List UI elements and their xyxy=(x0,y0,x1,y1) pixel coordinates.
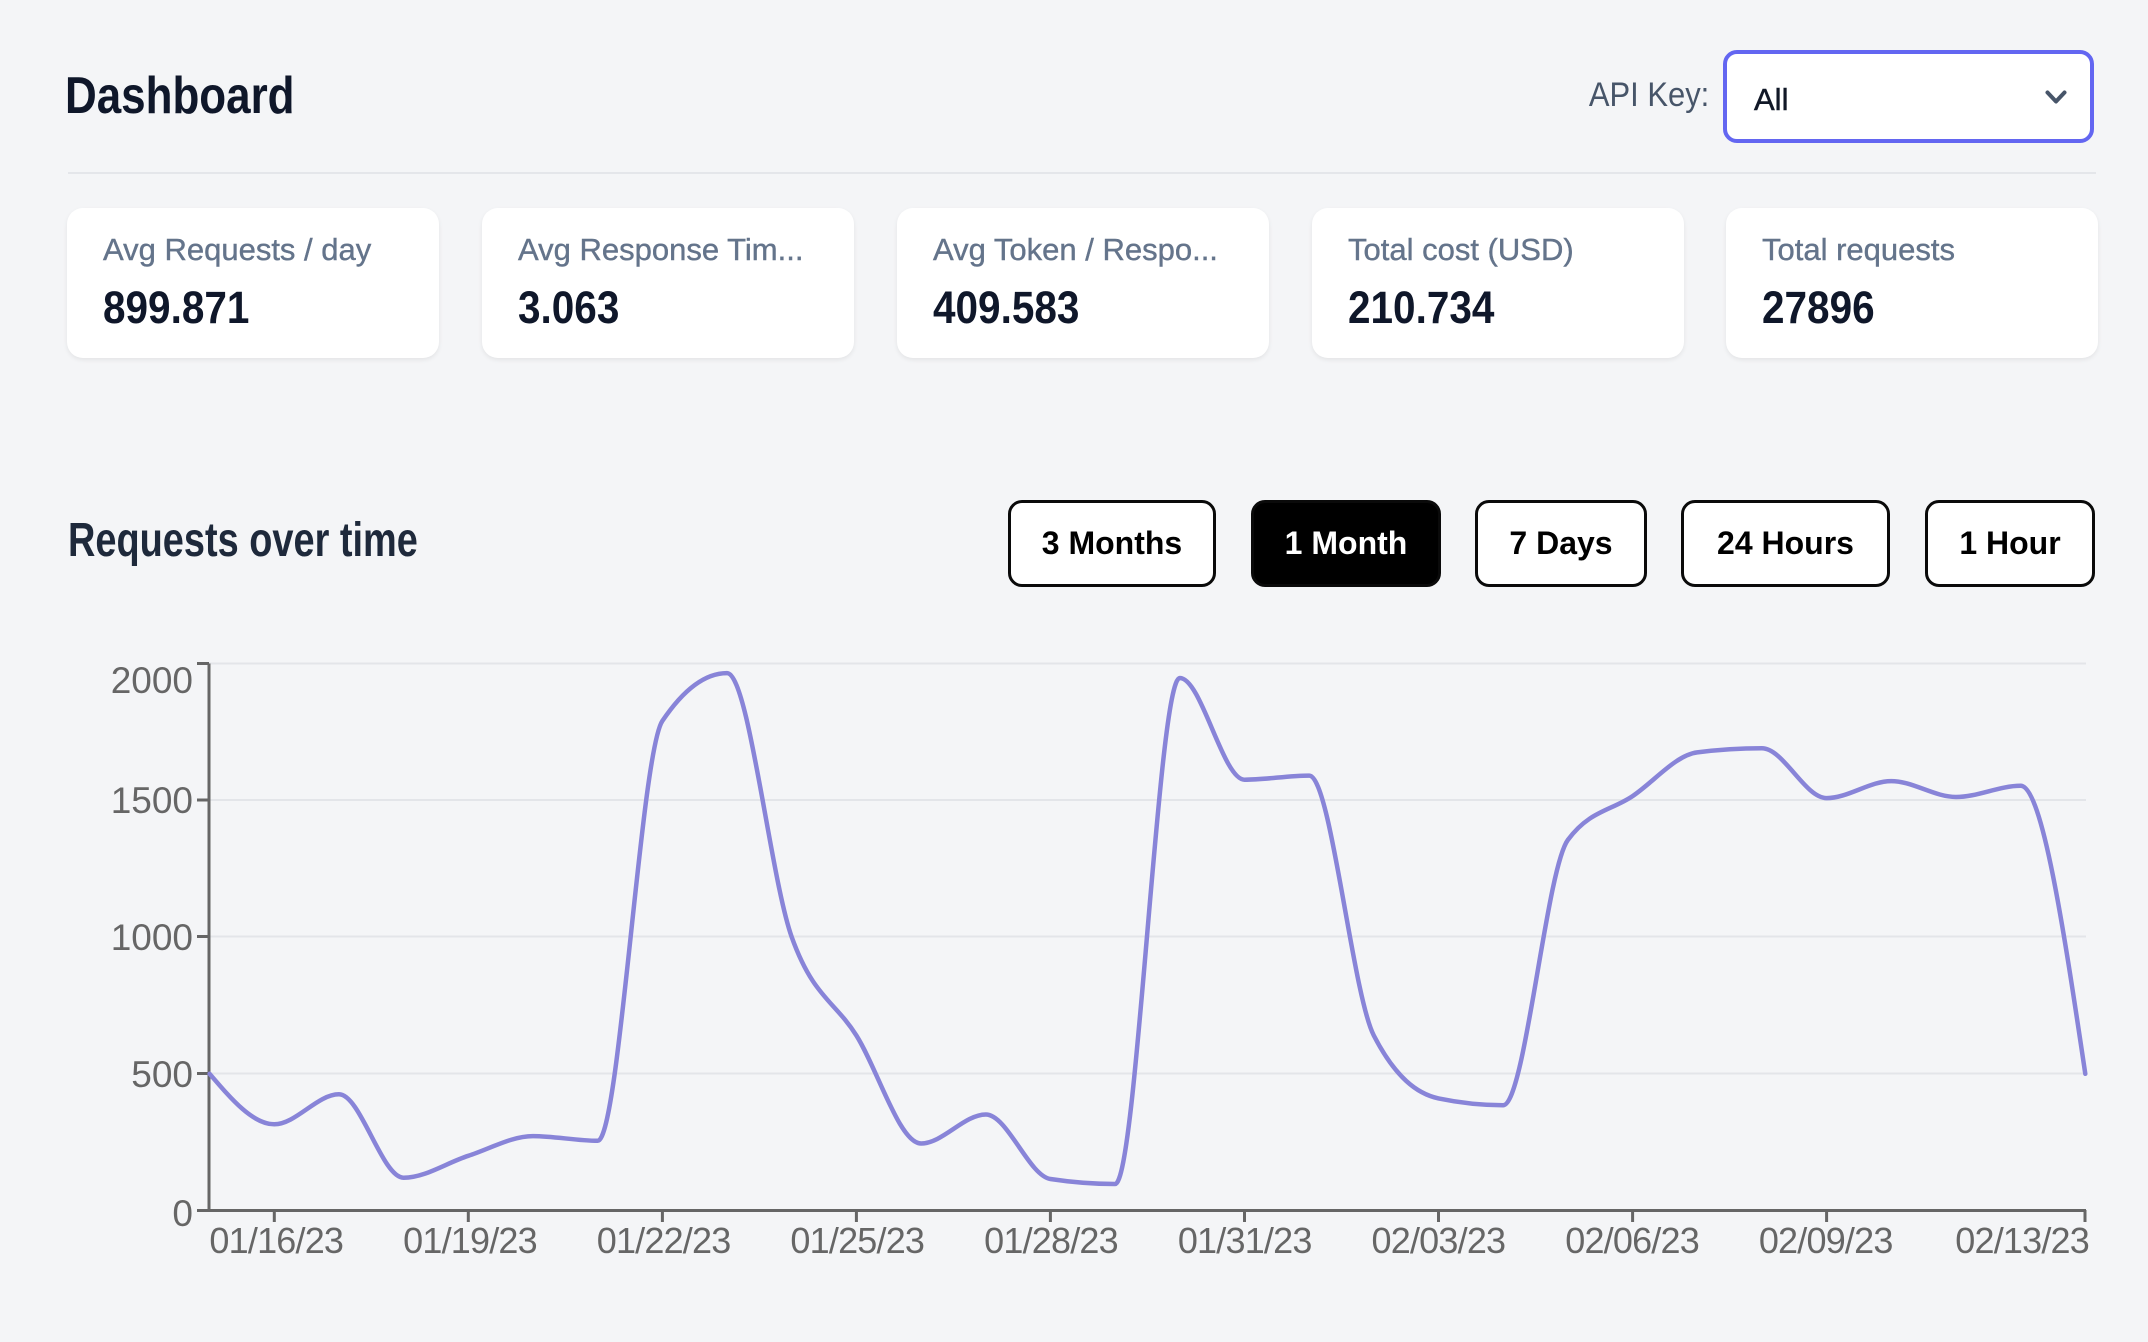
svg-text:01/16/23: 01/16/23 xyxy=(209,1220,343,1261)
svg-text:2000: 2000 xyxy=(111,660,193,701)
svg-text:0: 0 xyxy=(172,1193,193,1234)
svg-text:1500: 1500 xyxy=(111,780,193,821)
svg-text:01/19/23: 01/19/23 xyxy=(403,1220,537,1261)
svg-text:1000: 1000 xyxy=(111,917,193,958)
svg-text:01/22/23: 01/22/23 xyxy=(597,1220,731,1261)
svg-text:01/28/23: 01/28/23 xyxy=(984,1220,1118,1261)
svg-text:500: 500 xyxy=(131,1054,193,1095)
svg-text:02/06/23: 02/06/23 xyxy=(1565,1220,1699,1261)
svg-text:02/13/23: 02/13/23 xyxy=(1955,1220,2089,1261)
svg-text:02/03/23: 02/03/23 xyxy=(1372,1220,1506,1261)
svg-text:01/31/23: 01/31/23 xyxy=(1178,1220,1312,1261)
svg-text:01/25/23: 01/25/23 xyxy=(790,1220,924,1261)
svg-text:02/09/23: 02/09/23 xyxy=(1759,1220,1893,1261)
